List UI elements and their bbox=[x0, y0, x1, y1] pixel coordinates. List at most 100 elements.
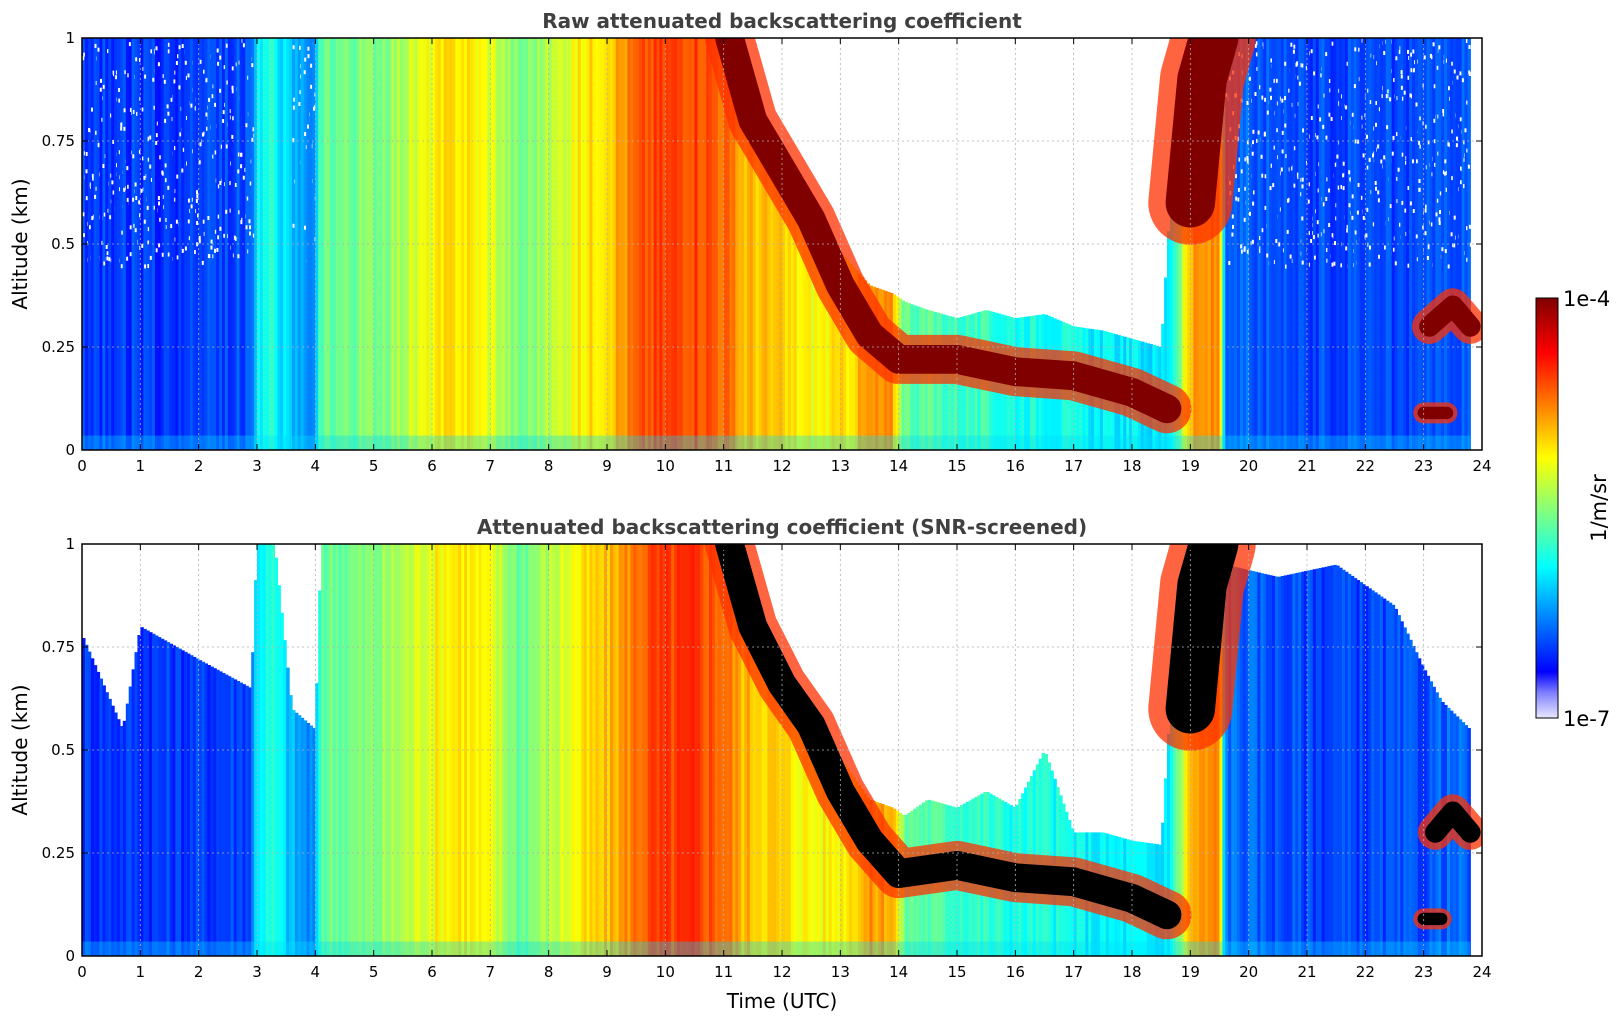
heatmap-column bbox=[1347, 573, 1352, 956]
noise-speck bbox=[307, 46, 310, 51]
noise-speck bbox=[293, 97, 296, 102]
noise-speck bbox=[150, 49, 153, 54]
heatmap-column bbox=[840, 253, 844, 450]
noise-speck bbox=[1280, 167, 1283, 172]
colorbar-max-label: 1e-4 bbox=[1563, 287, 1610, 311]
noise-speck bbox=[118, 150, 121, 155]
heatmap-column bbox=[653, 544, 658, 956]
x-tick-label: 23 bbox=[1414, 963, 1433, 981]
heatmap-column bbox=[367, 544, 372, 956]
noise-speck bbox=[1416, 159, 1418, 164]
heatmap-column bbox=[837, 249, 841, 450]
heatmap-column bbox=[274, 557, 278, 956]
heatmap-column bbox=[493, 38, 497, 450]
x-tick-label: 24 bbox=[1472, 963, 1491, 981]
noise-speck bbox=[1377, 190, 1380, 195]
heatmap-column bbox=[388, 544, 392, 956]
noise-speck bbox=[241, 217, 244, 222]
noise-speck bbox=[1290, 42, 1293, 47]
heatmap-column bbox=[1347, 38, 1352, 450]
heatmap-column bbox=[1272, 575, 1276, 956]
heatmap-column bbox=[1172, 151, 1177, 450]
noise-speck bbox=[106, 256, 109, 261]
heatmap-column bbox=[507, 544, 512, 956]
noise-speck bbox=[1297, 175, 1300, 179]
heatmap-column bbox=[1213, 544, 1218, 956]
noise-speck bbox=[1261, 95, 1264, 100]
noise-speck bbox=[1436, 198, 1439, 203]
x-tick-label: 4 bbox=[311, 963, 321, 981]
noise-speck bbox=[1444, 159, 1447, 164]
heatmap-column bbox=[802, 194, 806, 450]
noise-speck bbox=[1337, 185, 1340, 190]
noise-speck bbox=[167, 111, 170, 116]
x-tick-label: 18 bbox=[1122, 457, 1141, 475]
heatmap-column bbox=[682, 544, 687, 956]
heatmap-column bbox=[1178, 110, 1183, 450]
noise-speck bbox=[214, 229, 217, 234]
heatmap-column bbox=[679, 544, 684, 956]
noise-speck bbox=[198, 239, 201, 244]
noise-speck bbox=[176, 255, 179, 260]
noise-speck bbox=[304, 57, 307, 62]
heatmap-column bbox=[1304, 571, 1308, 956]
heatmap-column bbox=[1336, 565, 1340, 956]
cloud-layer bbox=[1419, 295, 1481, 337]
heatmap-column bbox=[548, 544, 553, 956]
noise-speck bbox=[112, 139, 115, 144]
noise-speck bbox=[1434, 162, 1437, 167]
heatmap-column bbox=[1382, 38, 1387, 450]
noise-speck bbox=[1377, 198, 1380, 203]
noise-speck bbox=[1385, 94, 1388, 99]
noise-speck bbox=[1270, 58, 1273, 63]
noise-speck bbox=[208, 97, 211, 102]
heatmap-column bbox=[534, 544, 538, 956]
noise-speck bbox=[109, 215, 112, 220]
heatmap-column bbox=[1309, 38, 1314, 450]
noise-speck bbox=[1441, 247, 1444, 252]
noise-speck bbox=[1422, 225, 1425, 230]
noise-speck bbox=[1331, 233, 1334, 238]
noise-speck bbox=[242, 43, 245, 48]
noise-speck bbox=[1325, 135, 1328, 140]
x-tick-label: 3 bbox=[252, 963, 262, 981]
noise-speck bbox=[1238, 157, 1241, 162]
noise-speck bbox=[1261, 173, 1264, 178]
heatmap-column bbox=[717, 38, 722, 450]
heatmap-column bbox=[268, 544, 273, 956]
noise-speck bbox=[1432, 42, 1435, 47]
noise-speck bbox=[178, 45, 181, 50]
noise-speck bbox=[126, 256, 129, 261]
noise-speck bbox=[108, 257, 111, 262]
x-tick-label: 0 bbox=[77, 457, 87, 475]
noise-speck bbox=[205, 112, 208, 117]
heatmap-column bbox=[242, 38, 246, 450]
noise-speck bbox=[240, 220, 243, 225]
heatmap-column bbox=[744, 61, 748, 450]
heatmap-column bbox=[609, 544, 614, 956]
noise-speck bbox=[198, 235, 201, 240]
heatmap-column bbox=[811, 205, 815, 450]
heatmap-column bbox=[338, 544, 343, 956]
noise-speck bbox=[1383, 51, 1386, 55]
noise-speck bbox=[1326, 177, 1329, 182]
heatmap-column bbox=[624, 38, 628, 450]
heatmap-column bbox=[609, 38, 614, 450]
heatmap-column bbox=[653, 38, 658, 450]
noise-speck bbox=[1396, 176, 1399, 181]
heatmap-column bbox=[729, 41, 733, 450]
heatmap-column bbox=[522, 38, 526, 450]
heatmap-column bbox=[846, 768, 850, 956]
heatmap-column bbox=[227, 38, 232, 450]
heatmap-column bbox=[825, 230, 830, 450]
x-tick-label: 8 bbox=[544, 457, 554, 475]
noise-speck bbox=[1418, 187, 1421, 192]
heatmap-column bbox=[767, 642, 771, 956]
heatmap-column bbox=[303, 720, 308, 956]
heatmap-column bbox=[347, 38, 351, 450]
noise-speck bbox=[1397, 167, 1400, 172]
noise-speck bbox=[1466, 257, 1469, 262]
noise-speck bbox=[103, 261, 106, 266]
heatmap-column bbox=[119, 38, 124, 450]
heatmap-column bbox=[668, 38, 672, 450]
